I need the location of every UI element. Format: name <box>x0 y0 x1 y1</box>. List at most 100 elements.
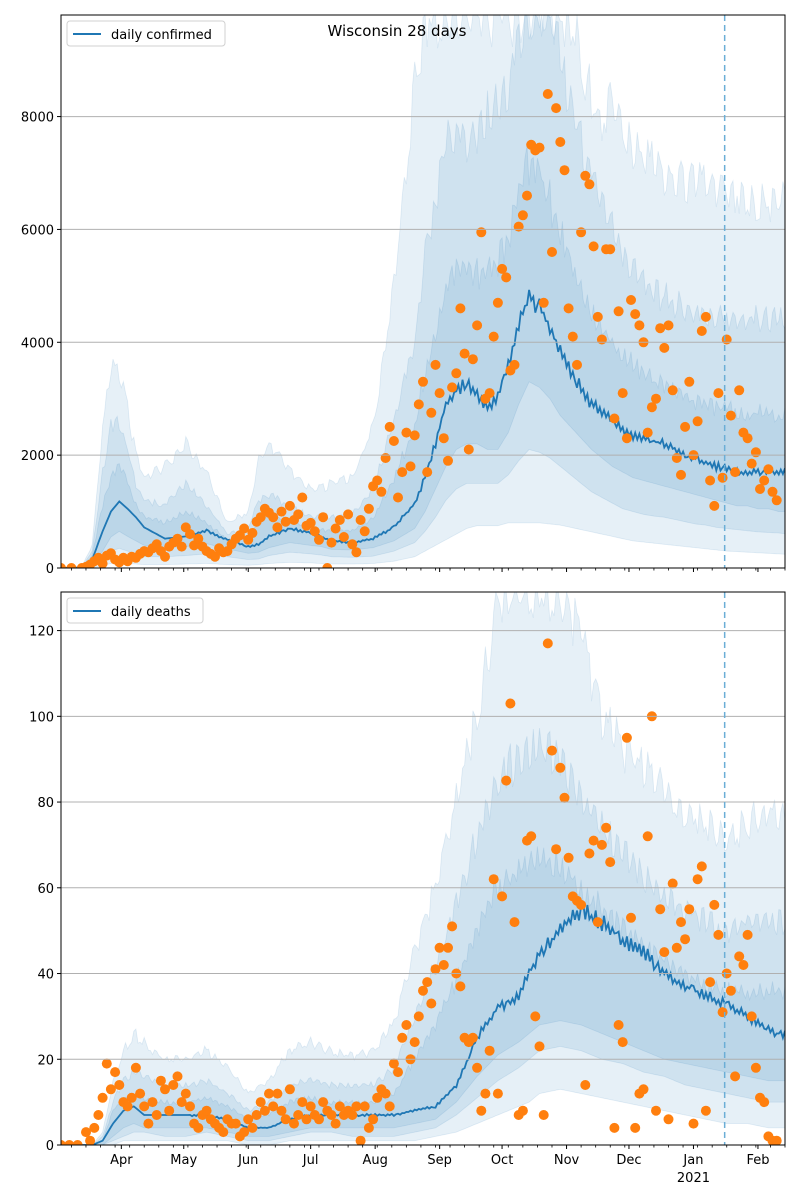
observed-point <box>505 698 516 709</box>
observed-point <box>688 1118 699 1129</box>
observed-point <box>713 929 724 940</box>
observed-point <box>434 942 445 953</box>
observed-point <box>646 402 657 413</box>
observed-point <box>89 1122 100 1133</box>
x-tick-label: Apr <box>110 1153 133 1168</box>
observed-point <box>721 334 732 345</box>
observed-point <box>771 1135 782 1145</box>
observed-point <box>326 1110 337 1120</box>
observed-point <box>135 1088 146 1099</box>
observed-point <box>289 1118 299 1129</box>
x-tick-label: Dec <box>616 1153 641 1168</box>
observed-point <box>709 899 720 910</box>
observed-point <box>492 1088 503 1099</box>
observed-point <box>276 1105 287 1116</box>
observed-point <box>347 539 358 550</box>
axes-frame <box>60 14 786 569</box>
observed-point <box>355 515 366 525</box>
observed-point <box>393 1067 403 1078</box>
observed-point <box>559 792 570 803</box>
observed-point <box>418 376 428 387</box>
observed-point <box>605 857 616 868</box>
observed-point <box>626 295 636 305</box>
observed-point <box>617 388 628 399</box>
observed-point <box>671 942 682 953</box>
observed-point <box>555 762 566 773</box>
observed-point <box>746 1011 757 1022</box>
observed-point <box>351 1101 362 1112</box>
observed-point <box>592 311 603 322</box>
observed-point <box>746 458 757 469</box>
x-tick-label: Sep <box>427 1153 452 1168</box>
observed-point <box>484 388 495 399</box>
observed-point <box>472 320 483 331</box>
observed-point <box>413 1011 424 1022</box>
plot-area <box>61 15 785 568</box>
observed-point <box>401 427 412 438</box>
observed-point <box>455 981 466 992</box>
observed-point <box>143 1118 154 1129</box>
observed-point <box>255 1097 266 1108</box>
legend-box <box>66 20 226 47</box>
legend-box <box>66 597 204 624</box>
y-tick-label: 40 <box>37 968 54 983</box>
observed-point <box>538 1110 549 1120</box>
observed-point <box>438 433 449 444</box>
y-tick-label: 80 <box>37 796 54 811</box>
observed-point <box>388 436 399 446</box>
observed-point <box>734 385 745 396</box>
observed-point <box>663 320 674 331</box>
observed-point <box>484 1045 495 1056</box>
observed-point <box>676 469 686 480</box>
observed-point <box>534 1041 545 1052</box>
observed-point <box>717 472 728 483</box>
observed-point <box>280 1114 291 1125</box>
observed-point <box>293 509 304 520</box>
observed-point <box>542 89 553 99</box>
observed-point <box>255 512 266 523</box>
observed-point <box>155 1075 166 1086</box>
observed-point <box>405 461 416 472</box>
observed-point <box>613 306 624 317</box>
observed-point <box>700 311 711 322</box>
observed-point <box>734 951 745 962</box>
observed-point <box>64 1140 75 1145</box>
chart-title: Wisconsin 28 days <box>328 22 467 40</box>
observed-point <box>467 354 478 365</box>
observed-point <box>334 1101 345 1112</box>
observed-point <box>438 960 449 970</box>
observed-point <box>750 447 761 458</box>
observed-point <box>305 517 316 528</box>
observed-point <box>180 1088 191 1099</box>
observed-point <box>409 430 420 441</box>
daily-confirmed-panel: 0 2000 4000 6000 8000 daily confirmed Wisconsi… <box>21 14 786 577</box>
observed-point <box>388 1058 399 1069</box>
observed-point <box>259 1105 270 1116</box>
observed-point <box>476 1105 487 1116</box>
observed-point <box>630 309 641 320</box>
observed-point <box>447 382 458 393</box>
observed-point <box>172 533 183 544</box>
observed-point <box>397 467 408 478</box>
observed-point <box>517 210 528 221</box>
observed-point <box>655 323 666 334</box>
observed-point <box>671 453 682 463</box>
observed-point <box>563 852 574 863</box>
observed-point <box>305 1101 316 1112</box>
observed-point <box>517 1105 528 1116</box>
observed-point <box>509 359 520 370</box>
observed-point <box>667 878 678 889</box>
observed-point <box>318 1097 329 1108</box>
observed-point <box>621 433 632 444</box>
observed-point <box>771 495 782 506</box>
observed-point <box>243 1114 254 1125</box>
observed-point <box>338 532 349 542</box>
observed-point <box>322 563 333 568</box>
observed-point <box>343 509 354 520</box>
observed-point <box>696 326 707 336</box>
observed-point <box>501 272 512 283</box>
observed-point <box>730 1071 741 1082</box>
median-line <box>61 901 785 1145</box>
observed-point <box>330 1118 341 1129</box>
